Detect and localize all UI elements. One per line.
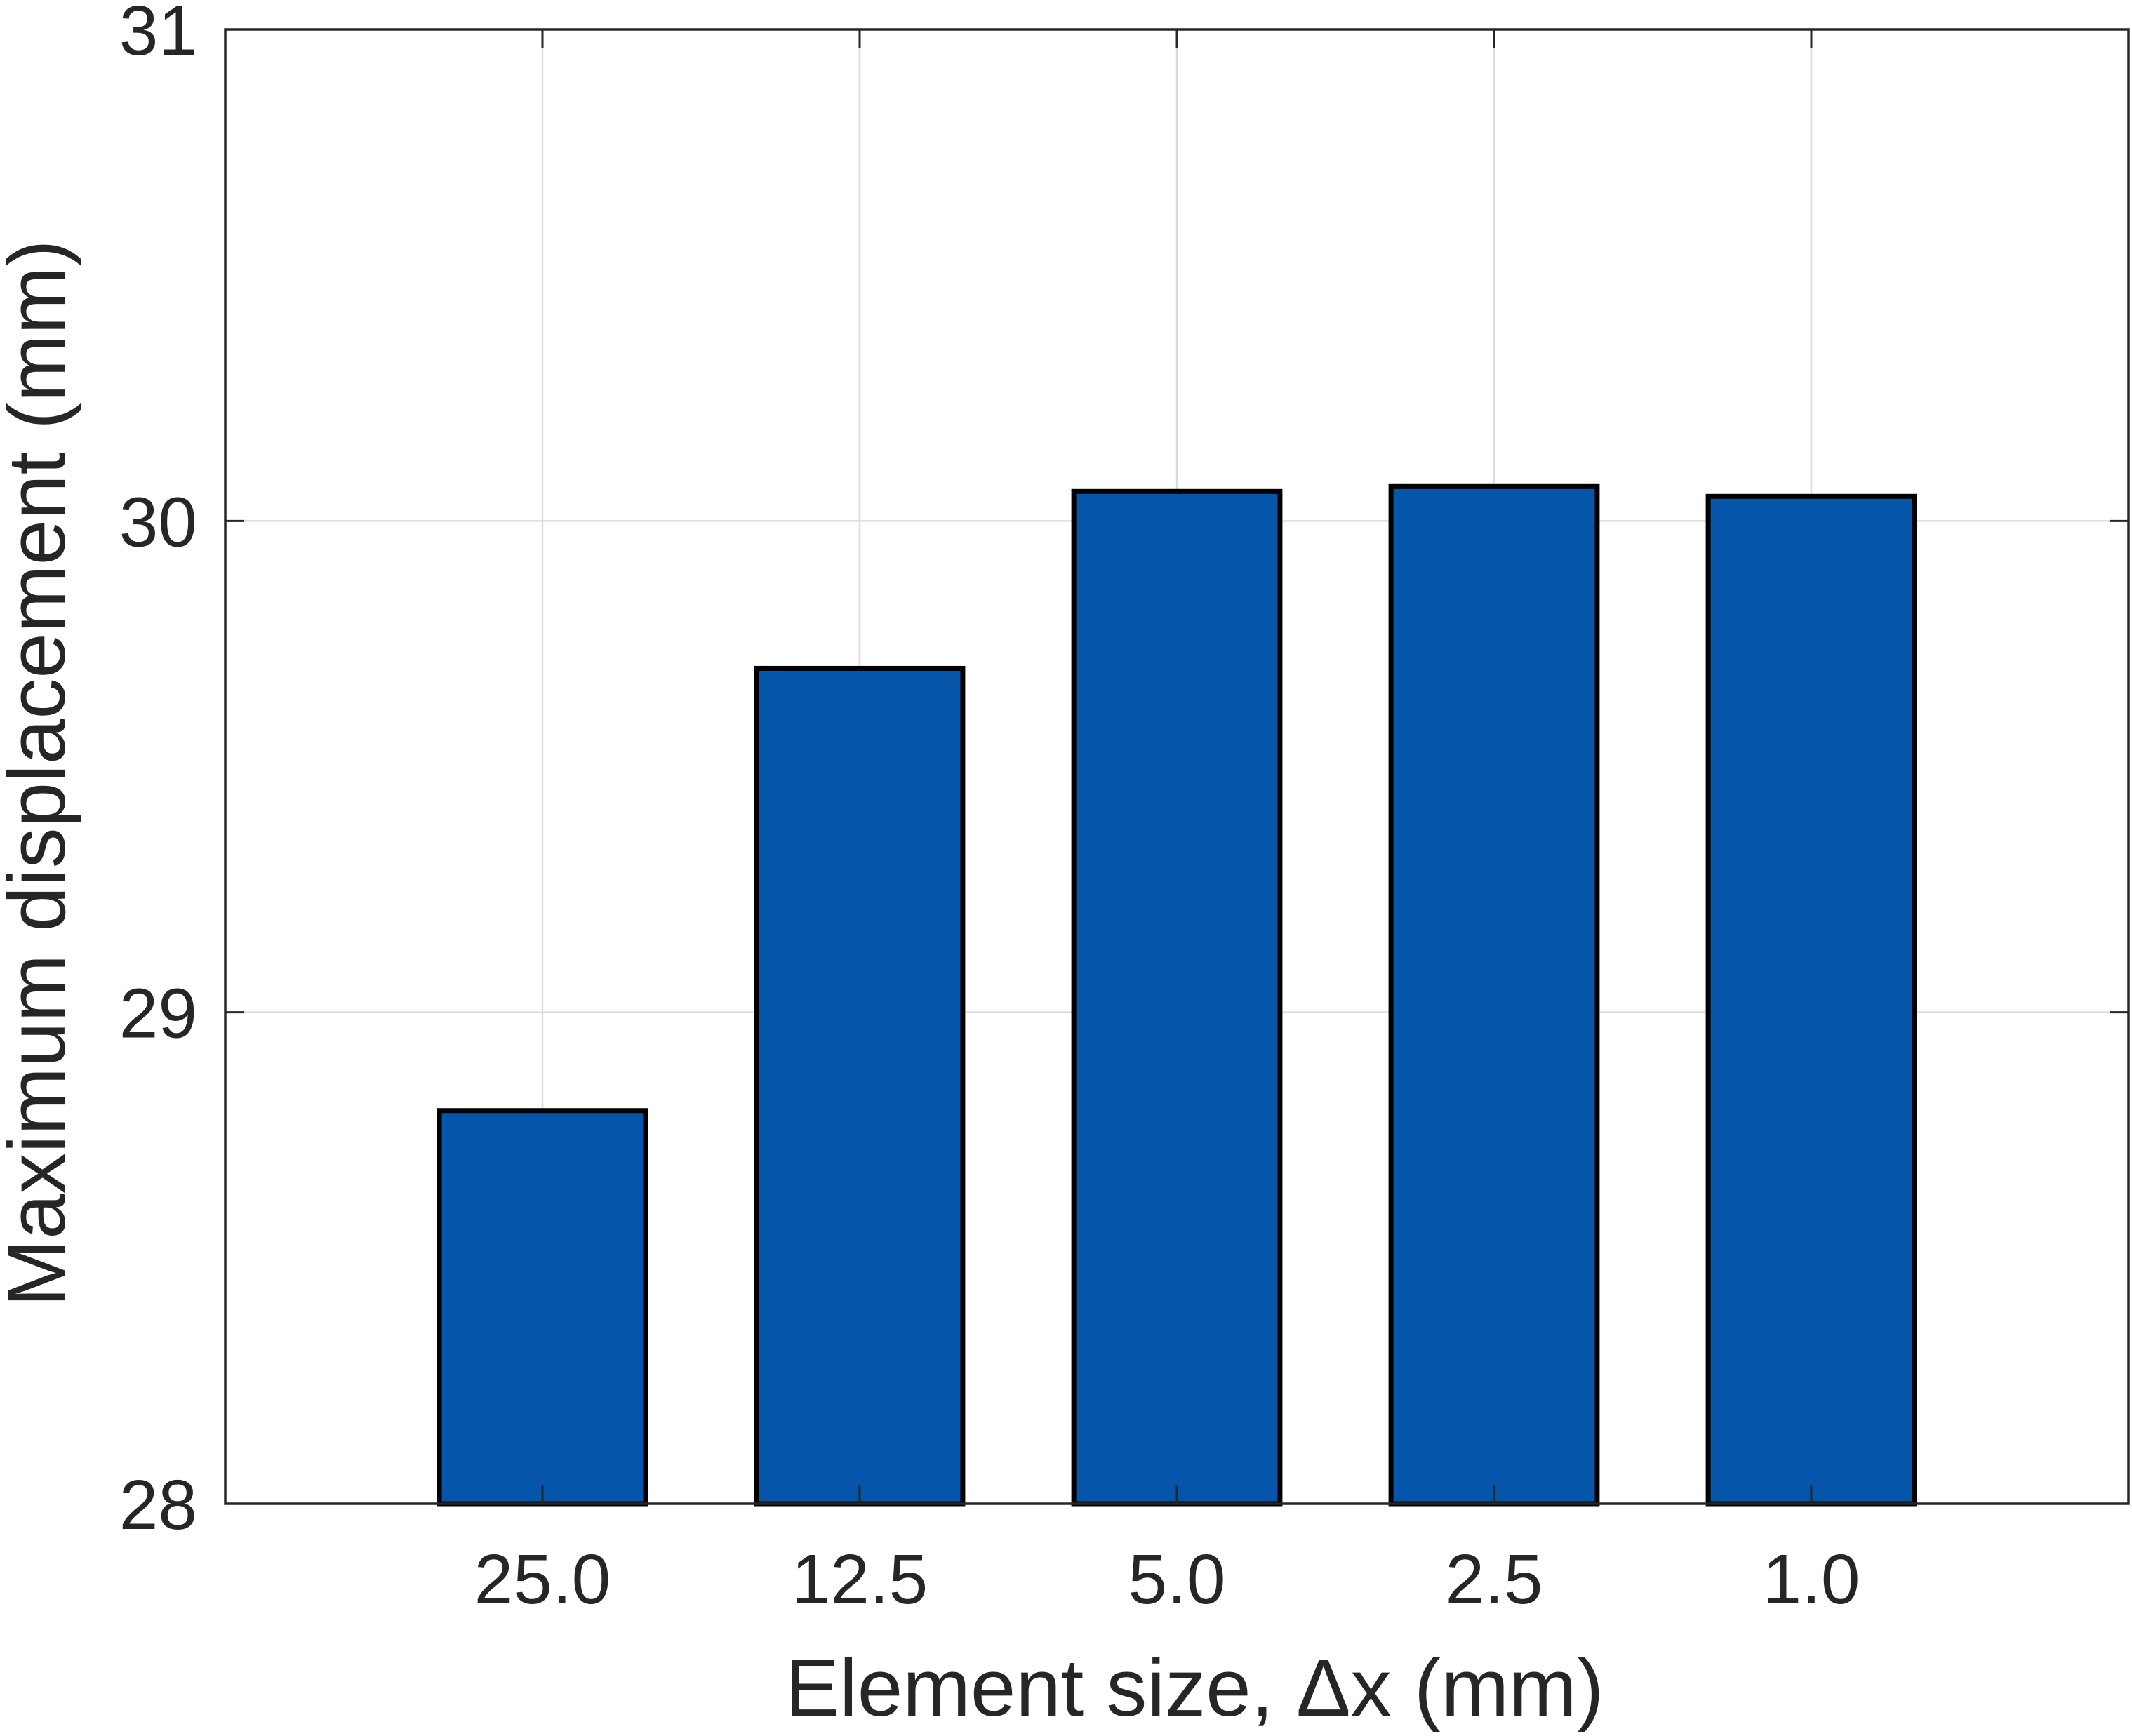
x-tick-label: 2.5 [1445, 1540, 1543, 1619]
y-tick-label: 31 [119, 0, 197, 70]
x-tick-label: 12.5 [792, 1540, 928, 1619]
x-tick-labels: 25.0 12.5 5.0 2.5 1.0 [474, 1540, 1860, 1619]
bar-5.0 [1071, 488, 1283, 1507]
bar-12.5 [754, 665, 966, 1507]
x-tick-label: 1.0 [1762, 1540, 1860, 1619]
y-tick-label: 29 [119, 975, 197, 1053]
y-tick-label: 30 [119, 483, 197, 561]
bar-1.0 [1705, 493, 1917, 1507]
y-tick-label: 28 [119, 1466, 197, 1544]
plot-area-frame [224, 28, 2130, 1505]
x-tick-label: 5.0 [1128, 1540, 1225, 1619]
x-axis-label: Element size, Δx (mm) [785, 1642, 1604, 1733]
y-tick-labels: 28 29 30 31 [119, 0, 197, 1544]
bars [437, 483, 1917, 1507]
x-tick-label: 25.0 [474, 1540, 611, 1619]
y-axis-label: Maximum displacement (mm) [0, 239, 82, 1307]
bar-2.5 [1388, 483, 1600, 1507]
bar-25.0 [437, 1108, 648, 1507]
